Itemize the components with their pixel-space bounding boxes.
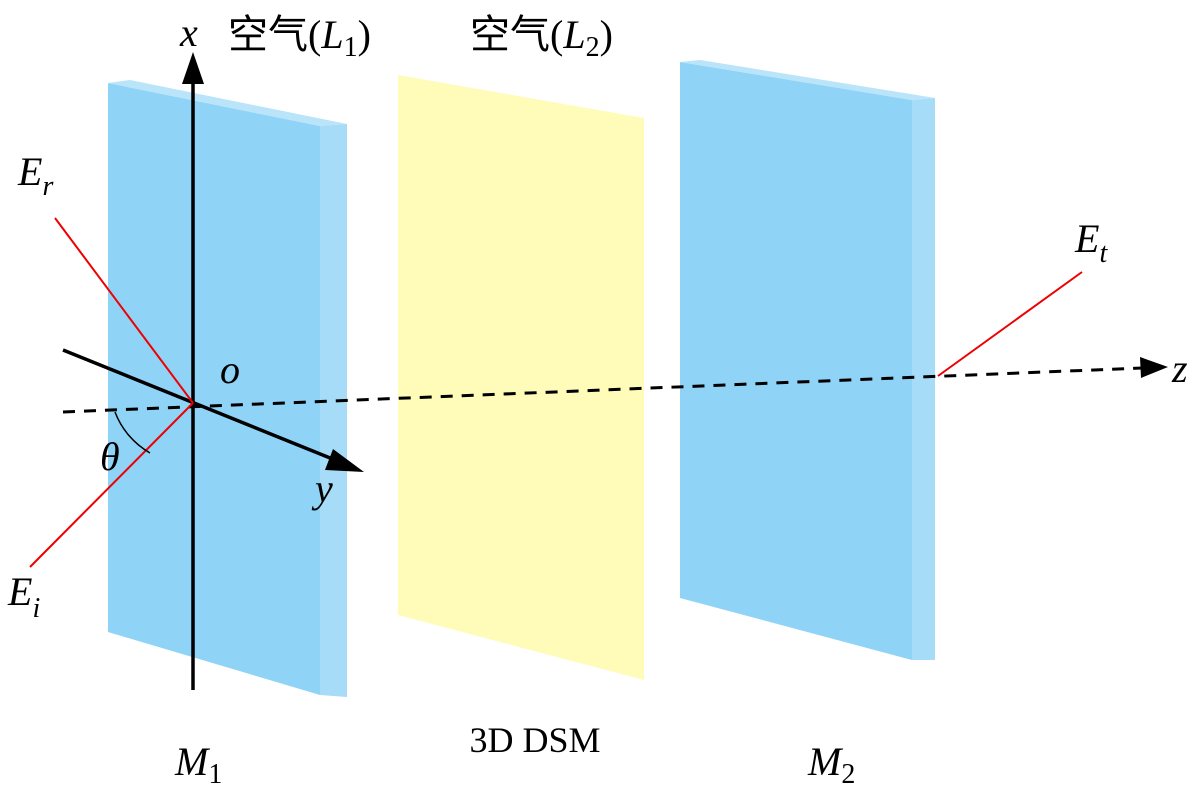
field-label: Ei: [7, 569, 40, 624]
region-label: 空气(L2): [470, 12, 613, 63]
base: M: [174, 739, 211, 784]
subscript: 1: [344, 32, 358, 63]
panel-m1-side: [320, 124, 347, 697]
symbol: L: [562, 12, 585, 57]
y-label: y: [311, 466, 333, 511]
z-arrow: [1140, 357, 1168, 378]
subscript: r: [42, 171, 53, 202]
layer-label: 3D DSM: [469, 720, 600, 760]
region-label: 空气(L1): [228, 12, 371, 63]
z-axis: [62, 366, 1143, 414]
panel-m2-top: [680, 60, 935, 100]
panel-m2-front: [680, 62, 912, 660]
suffix: ): [600, 12, 613, 57]
panel-dsm: [398, 75, 644, 680]
field-label: Et: [1074, 216, 1108, 269]
reflected-ray: [54, 217, 194, 404]
base: E: [1074, 216, 1099, 261]
medium: 空气(: [470, 12, 563, 57]
panel-m2-side: [912, 98, 935, 660]
y-arrow: [325, 449, 364, 472]
subscript: 1: [208, 759, 222, 790]
suffix: ): [358, 12, 371, 57]
transmitted-ray: [937, 271, 1083, 377]
subscript: 2: [586, 32, 600, 63]
base: E: [17, 149, 42, 194]
subscript: t: [1099, 238, 1108, 269]
incident-ray: [29, 402, 194, 568]
subscript: i: [32, 593, 40, 624]
origin-label: o: [220, 347, 240, 392]
layer-label: M2: [807, 739, 855, 790]
subscript: 2: [841, 759, 855, 790]
layer-label: M1: [174, 739, 222, 790]
x-label: x: [179, 10, 198, 55]
x-arrow: [182, 52, 204, 84]
medium: 空气(: [228, 12, 321, 57]
panel-m1-front: [108, 83, 320, 695]
y-axis: [62, 348, 341, 464]
base: E: [7, 569, 32, 614]
panel-m1-top: [108, 80, 347, 126]
angle-label: θ: [100, 434, 120, 479]
z-label: z: [1171, 346, 1188, 391]
symbol: L: [320, 12, 343, 57]
base: M: [807, 739, 844, 784]
field-label: Er: [17, 149, 53, 202]
angle-arc: [114, 411, 151, 454]
